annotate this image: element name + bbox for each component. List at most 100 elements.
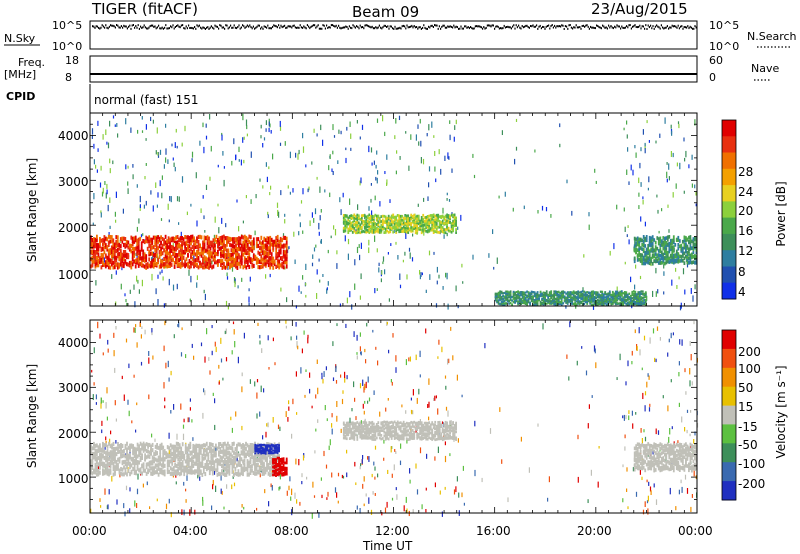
noise-cell <box>358 244 360 249</box>
noise-cell <box>335 365 337 373</box>
noise-cell <box>285 320 287 324</box>
feature-cell <box>182 237 185 242</box>
feature-cell <box>360 227 363 231</box>
nsky-point <box>616 24 618 27</box>
noise-cell <box>136 184 138 188</box>
feature-cell <box>434 230 437 233</box>
feature-cell <box>181 263 183 268</box>
noise-cell <box>391 381 393 386</box>
noise-cell <box>204 230 206 233</box>
feature-cell <box>429 228 432 232</box>
noise-cell <box>263 137 266 141</box>
feature-cell <box>276 261 279 266</box>
feature-cell <box>428 223 431 227</box>
feature-cell <box>659 239 662 244</box>
noise-cell <box>444 155 446 161</box>
feature-cell <box>227 258 230 263</box>
feature-cell <box>387 226 390 230</box>
nsky-point <box>546 25 548 27</box>
noise-cell <box>285 325 287 329</box>
feature-cell <box>350 227 353 231</box>
nsky-point <box>346 26 348 28</box>
feature-cell <box>164 254 167 259</box>
feature-cell <box>103 235 106 240</box>
noise-cell <box>661 208 663 212</box>
feature-cell <box>599 295 602 299</box>
feature-cell <box>383 231 386 234</box>
feature-cell <box>589 294 592 298</box>
feature-cell <box>114 465 116 470</box>
feature-cell <box>257 265 260 270</box>
feature-cell <box>93 446 95 451</box>
feature-cell <box>645 251 648 255</box>
feature-cell <box>636 242 639 247</box>
feature-cell <box>694 260 696 265</box>
feature-cell <box>124 237 127 242</box>
feature-cell <box>269 265 272 270</box>
feature-cell <box>453 219 456 223</box>
noise-cell <box>225 300 228 307</box>
noise-cell <box>354 397 356 402</box>
feature-cell <box>443 217 446 221</box>
feature-cell <box>146 262 149 267</box>
nsky-point <box>191 27 193 30</box>
nsky-point <box>539 24 541 27</box>
feature-cell <box>675 258 678 262</box>
feature-cell <box>257 243 260 248</box>
feature-cell <box>235 248 237 253</box>
noise-cell <box>265 128 267 132</box>
feature-cell <box>521 292 524 295</box>
feature-cell <box>574 297 577 300</box>
feature-cell <box>136 257 139 262</box>
noise-cell <box>449 453 451 457</box>
nsky-point <box>202 26 204 29</box>
feature-cell <box>610 298 613 301</box>
feature-cell <box>275 249 278 254</box>
feature-cell <box>592 291 595 295</box>
noise-cell <box>280 287 282 292</box>
noise-cell <box>345 147 347 151</box>
noise-cell <box>634 329 636 334</box>
noise-cell <box>129 487 131 492</box>
feature-cell <box>584 296 587 299</box>
feature-cell <box>273 262 276 267</box>
nsky-point <box>238 24 240 27</box>
feature-cell <box>559 297 562 300</box>
feature-cell <box>577 300 580 304</box>
feature-cell <box>689 256 692 260</box>
noise-cell <box>340 209 342 216</box>
noise-cell <box>183 418 185 423</box>
noise-cell <box>443 234 445 239</box>
nsky-point <box>341 26 343 29</box>
feature-cell <box>227 248 230 253</box>
feature-cell <box>166 255 168 260</box>
feature-cell <box>133 259 136 264</box>
noise-cell <box>305 164 307 168</box>
feature-cell <box>269 245 272 250</box>
nsky-point <box>524 25 526 28</box>
feature-cell <box>221 245 224 250</box>
feature-cell <box>521 291 524 294</box>
nsky-point <box>364 24 366 27</box>
nsky-point <box>496 25 498 28</box>
feature-cell <box>275 242 278 247</box>
nsky-point <box>609 26 611 29</box>
feature-cell <box>208 240 210 245</box>
noise-cell <box>371 162 373 166</box>
noise-cell <box>401 404 403 408</box>
feature-cell <box>375 229 378 233</box>
feature-cell <box>553 296 556 299</box>
feature-cell <box>102 238 104 243</box>
feature-cell <box>96 449 98 454</box>
feature-cell <box>437 225 440 229</box>
noise-cell <box>102 134 104 140</box>
feature-cell <box>642 257 645 262</box>
nsky-point <box>676 26 678 29</box>
noise-cell <box>274 362 276 366</box>
noise-cell <box>383 439 385 444</box>
noise-cell <box>595 362 597 369</box>
noise-cell <box>322 378 324 384</box>
feature-cell <box>626 301 629 304</box>
noise-cell <box>235 411 237 417</box>
noise-cell <box>399 460 402 466</box>
